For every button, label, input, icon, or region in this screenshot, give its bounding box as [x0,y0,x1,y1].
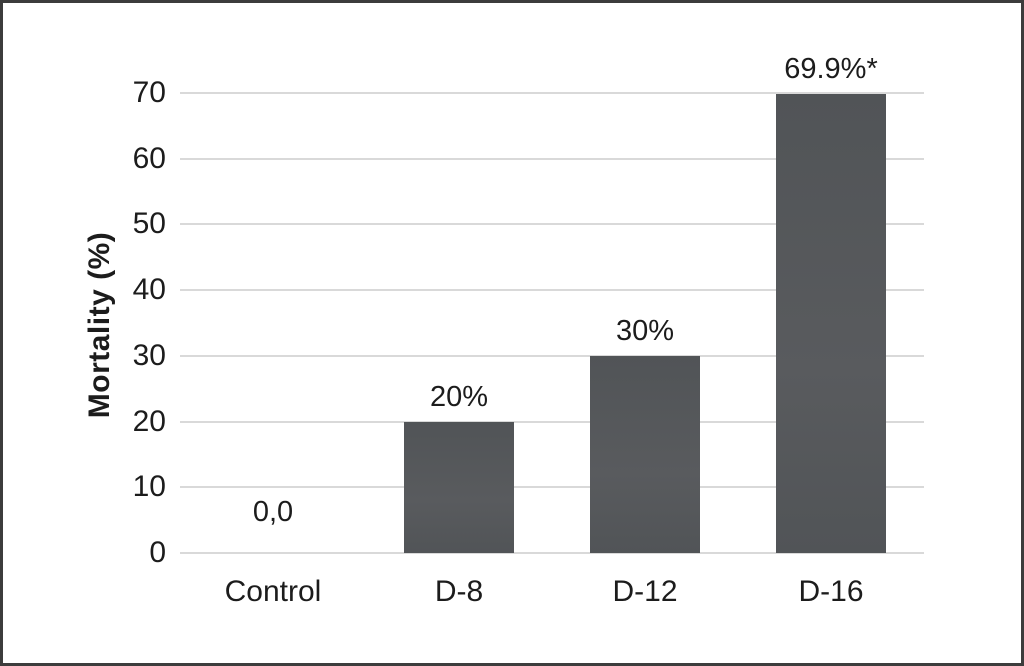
gridline-y-30 [180,354,924,357]
bar-value-label-d-16: 69.9%* [784,52,878,85]
x-axis-tick-labels: Control D-8 D-12 D-16 [180,573,924,615]
gridline-y-70 [180,92,924,94]
bar-value-label-d-8: 20% [429,380,489,413]
gridline-y-20 [180,420,924,423]
bar-d-16 [776,93,886,553]
x-tick-label-d-16: D-16 [798,575,864,608]
bar-d-12 [590,355,700,553]
gridline-y-0 [180,552,924,554]
y-tick-label-20: 20 [132,404,166,438]
bar-value-label-d-12: 30% [615,314,675,347]
y-tick-label-10: 10 [132,470,166,504]
y-tick-label-40: 40 [132,273,166,307]
x-tick-label-d-12: D-12 [612,575,678,608]
gridline-y-10 [180,486,924,489]
x-tick-label-d-8: D-8 [434,575,484,608]
gridline-y-50 [180,223,924,226]
y-axis-tick-labels: 0 10 20 30 40 50 60 70 [3,76,166,569]
x-tick-label-control: Control [224,575,322,608]
gridline-y-60 [180,157,924,160]
bar-value-label-control: 0,0 [252,496,294,528]
y-tick-label-60: 60 [132,141,166,175]
y-tick-label-0: 0 [149,536,166,569]
gridline-y-40 [180,289,924,292]
y-tick-label-70: 70 [132,76,166,109]
y-tick-label-30: 30 [132,338,166,372]
bar-d-8 [404,421,514,553]
y-tick-label-50: 50 [132,207,166,241]
plot-area: 0,0 20% 30% 69.9%* [180,53,924,554]
